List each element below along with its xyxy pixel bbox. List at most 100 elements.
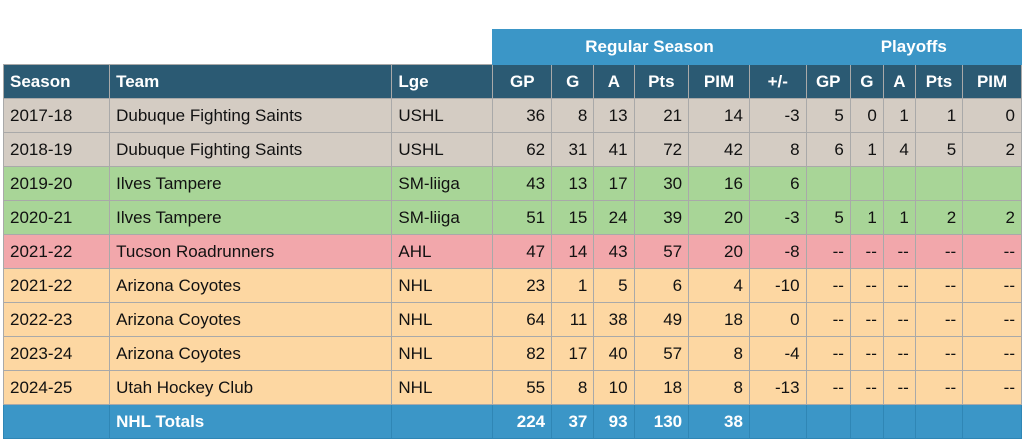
season-cell: 2018-19: [2, 132, 111, 167]
pim-cell: 4: [688, 268, 750, 303]
col-pim: PIM: [688, 64, 750, 99]
assists-cell: 13: [593, 98, 635, 133]
season-cell: 2021-22: [2, 268, 111, 303]
table-row: 2023-24 Arizona Coyotes NHL 82 17 40 57 …: [2, 336, 1022, 371]
team-cell: Arizona Coyotes: [109, 268, 393, 303]
points-cell: 72: [633, 132, 690, 167]
league-cell: USHL: [391, 132, 494, 167]
col-team: Team: [109, 64, 393, 99]
table-row: 2018-19 Dubuque Fighting Saints USHL 62 …: [2, 132, 1022, 167]
points-cell: 57: [633, 336, 690, 371]
season-cell: 2024-25: [2, 370, 111, 405]
gp-cell: 43: [492, 166, 553, 201]
playoff-points-cell: 5: [914, 132, 964, 167]
points-cell: 30: [633, 166, 690, 201]
totals-points: 130: [633, 404, 690, 439]
playoff-goals-cell: --: [849, 234, 884, 269]
gp-cell: 82: [492, 336, 553, 371]
season-cell: 2022-23: [2, 302, 111, 337]
group-header-row: Regular Season Playoffs: [3, 29, 1023, 65]
playoff-goals-cell: --: [849, 302, 884, 337]
col-playoff-assists: A: [882, 64, 916, 99]
team-cell: Dubuque Fighting Saints: [109, 98, 393, 133]
pim-cell: 20: [688, 234, 750, 269]
team-cell: Arizona Coyotes: [109, 302, 393, 337]
playoff-assists-cell: --: [882, 268, 916, 303]
league-cell: SM-liiga: [391, 200, 494, 235]
assists-cell: 41: [593, 132, 635, 167]
playoff-assists-cell: --: [882, 336, 916, 371]
playoff-assists-cell: --: [882, 370, 916, 405]
playoff-gp-cell: --: [805, 370, 851, 405]
team-cell: Utah Hockey Club: [109, 370, 393, 405]
col-assists: A: [593, 64, 635, 99]
table-row: 2024-25 Utah Hockey Club NHL 55 8 10 18 …: [2, 370, 1022, 405]
playoff-points-cell: 1: [914, 98, 964, 133]
pim-cell: 18: [688, 302, 750, 337]
points-cell: 49: [633, 302, 690, 337]
totals-label: NHL Totals: [109, 404, 393, 439]
league-cell: SM-liiga: [391, 166, 494, 201]
goals-cell: 15: [551, 200, 595, 235]
playoff-assists-cell: --: [882, 302, 916, 337]
plus-minus-cell: 0: [748, 302, 807, 337]
league-cell: NHL: [391, 302, 494, 337]
playoff-gp-cell: --: [805, 234, 851, 269]
gp-cell: 47: [492, 234, 553, 269]
playoff-goals-cell: 1: [849, 200, 884, 235]
pim-cell: 8: [688, 370, 750, 405]
playoff-goals-cell: --: [849, 268, 884, 303]
table-row: 2019-20 Ilves Tampere SM-liiga 43 13 17 …: [2, 166, 1022, 201]
playoff-points-cell: --: [914, 336, 964, 371]
col-league: Lge: [391, 64, 494, 99]
goals-cell: 14: [551, 234, 595, 269]
gp-cell: 55: [492, 370, 553, 405]
playoff-pim-cell: --: [962, 336, 1022, 371]
totals-blank-cell: [962, 404, 1022, 439]
col-season: Season: [2, 64, 111, 99]
table-row: 2021-22 Arizona Coyotes NHL 23 1 5 6 4 -…: [2, 268, 1022, 303]
playoff-pim-cell: 2: [962, 132, 1022, 167]
table-row: 2017-18 Dubuque Fighting Saints USHL 36 …: [2, 98, 1022, 133]
team-cell: Ilves Tampere: [109, 166, 393, 201]
pim-cell: 42: [688, 132, 750, 167]
playoff-gp-cell: 6: [805, 132, 851, 167]
playoff-gp-cell: --: [805, 302, 851, 337]
gp-cell: 51: [492, 200, 553, 235]
playoff-pim-cell: --: [962, 302, 1022, 337]
playoff-points-cell: --: [914, 302, 964, 337]
col-playoff-points: Pts: [914, 64, 964, 99]
totals-blank-cell: [391, 404, 494, 439]
playoff-assists-cell: 4: [882, 132, 916, 167]
playoff-gp-cell: 5: [805, 98, 851, 133]
column-header-row: Season Team Lge GP G A Pts PIM +/- GP G …: [2, 64, 1022, 99]
playoff-goals-cell: 1: [849, 132, 884, 167]
col-playoff-pim: PIM: [962, 64, 1022, 99]
assists-cell: 43: [593, 234, 635, 269]
playoff-points-cell: --: [914, 370, 964, 405]
team-cell: Ilves Tampere: [109, 200, 393, 235]
gp-cell: 23: [492, 268, 553, 303]
plus-minus-cell: 6: [748, 166, 807, 201]
totals-blank-cell: [914, 404, 964, 439]
col-playoff-goals: G: [849, 64, 884, 99]
team-cell: Tucson Roadrunners: [109, 234, 393, 269]
totals-assists: 93: [593, 404, 635, 439]
playoff-gp-cell: [805, 166, 851, 201]
col-playoff-gp: GP: [805, 64, 851, 99]
group-header-blank: [3, 29, 493, 65]
plus-minus-cell: 8: [748, 132, 807, 167]
totals-pim: 38: [688, 404, 750, 439]
playoff-pim-cell: --: [962, 370, 1022, 405]
col-goals: G: [551, 64, 595, 99]
playoff-pim-cell: --: [962, 234, 1022, 269]
points-cell: 18: [633, 370, 690, 405]
goals-cell: 1: [551, 268, 595, 303]
points-cell: 21: [633, 98, 690, 133]
plus-minus-cell: -10: [748, 268, 807, 303]
pim-cell: 14: [688, 98, 750, 133]
season-cell: 2019-20: [2, 166, 111, 201]
playoff-goals-cell: --: [849, 370, 884, 405]
pim-cell: 8: [688, 336, 750, 371]
playoffs-header: Playoffs: [805, 29, 1023, 65]
